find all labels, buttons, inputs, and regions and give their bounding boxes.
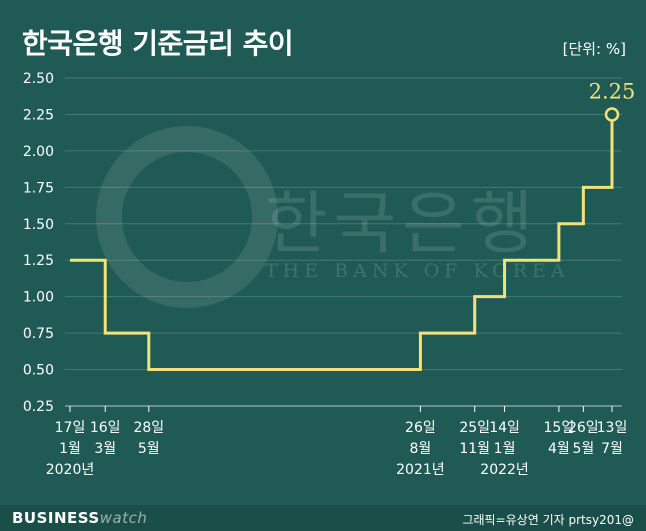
x-tick-label: 26일 <box>405 420 436 436</box>
x-tick-label: 26일 <box>568 420 599 436</box>
y-tick-label: 1.75 <box>23 180 54 196</box>
brand-bold: BUSINESS <box>12 509 100 527</box>
footer-bar <box>0 505 646 531</box>
y-tick-label: 1.25 <box>23 253 54 269</box>
unit-label: [단위: %] <box>562 40 626 58</box>
x-tick-label: 8월 <box>409 441 431 457</box>
credit-text: 그래픽=유상연 기자 prtsy201@ <box>462 513 634 527</box>
y-tick-label: 2.00 <box>23 144 54 160</box>
y-tick-label: 1.50 <box>23 217 54 233</box>
x-tick-label: 13일 <box>597 420 628 436</box>
x-tick-label: 15일 <box>544 420 575 436</box>
y-tick-label: 1.00 <box>23 290 54 306</box>
brand-light: watch <box>99 509 148 527</box>
y-tick-label: 2.50 <box>23 71 54 87</box>
x-tick-label: 7월 <box>601 441 623 457</box>
x-tick-label: 16일 <box>90 420 121 436</box>
x-tick-label: 28일 <box>133 420 164 436</box>
y-tick-label: 2.25 <box>23 107 54 123</box>
watermark-english: THE BANK OF KOREA <box>265 260 570 282</box>
x-tick-label: 3월 <box>94 441 116 457</box>
end-value-label: 2.25 <box>589 79 636 103</box>
x-tick-label: 11월 <box>459 441 490 457</box>
x-tick-label: 14일 <box>489 420 520 436</box>
y-tick-label: 0.75 <box>23 326 54 342</box>
x-tick-label: 1월 <box>59 441 81 457</box>
x-tick-label: 2020년 <box>46 462 95 478</box>
x-tick-label: 5월 <box>138 441 160 457</box>
x-tick-label: 2022년 <box>480 462 529 478</box>
brand-logo: BUSINESSwatch <box>12 509 147 527</box>
rate-step-line <box>70 114 614 372</box>
x-tick-label: 17일 <box>55 420 86 436</box>
x-tick-label: 25일 <box>459 420 490 436</box>
watermark-logo-icon <box>96 126 278 308</box>
x-tick-label: 4월 <box>548 441 570 457</box>
x-tick-label: 1월 <box>494 441 516 457</box>
page-title: 한국은행 기준금리 추이 <box>22 27 294 60</box>
y-tick-label: 0.50 <box>23 363 54 379</box>
end-point-marker <box>604 107 620 122</box>
x-tick-label: 5월 <box>572 441 594 457</box>
watermark-korean: 한국은행 <box>265 185 540 264</box>
x-tick-label: 2021년 <box>396 462 445 478</box>
y-tick-label: 0.25 <box>23 399 54 415</box>
